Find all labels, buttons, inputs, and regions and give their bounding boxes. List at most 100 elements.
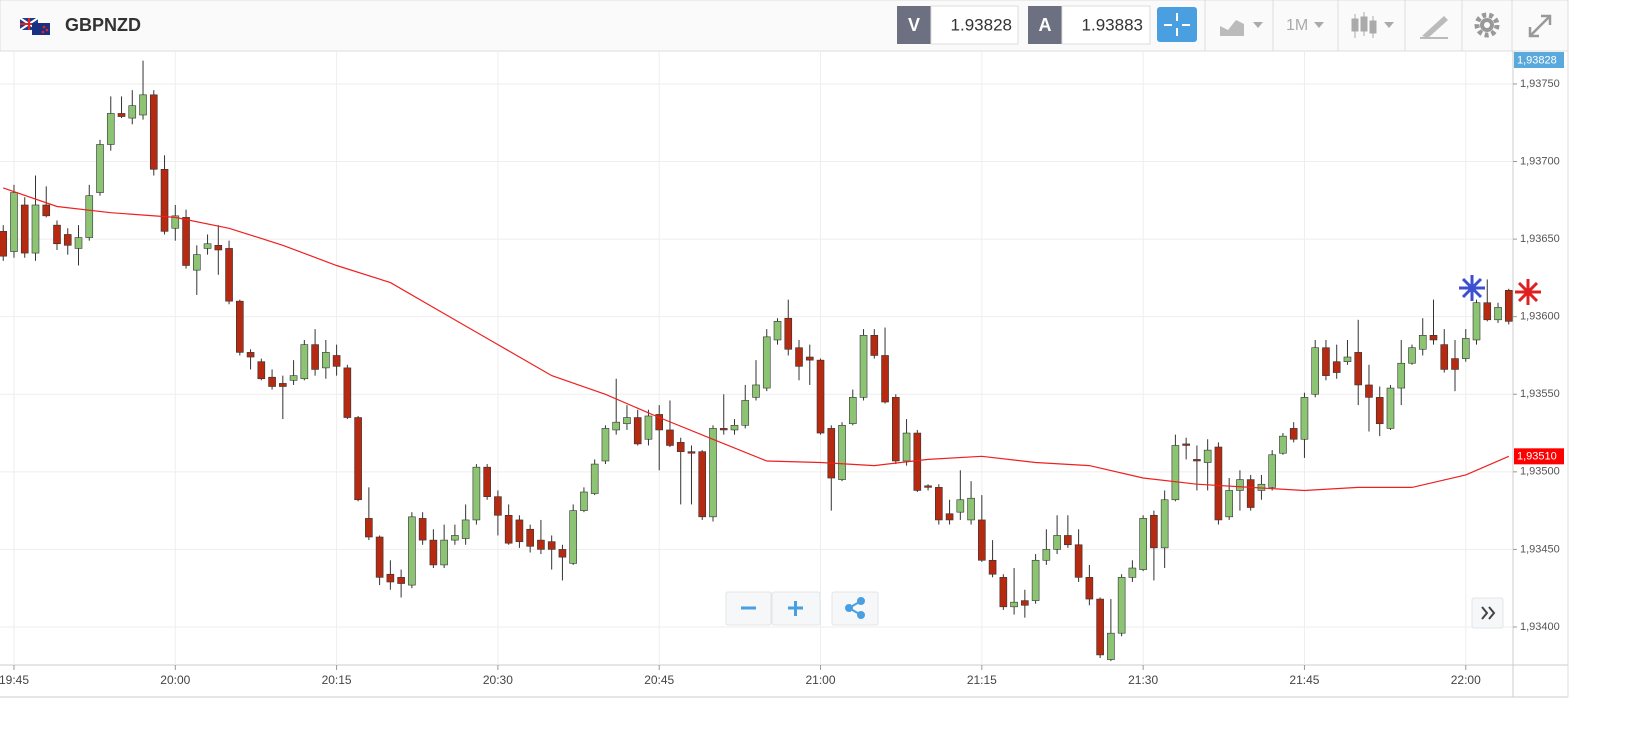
x-tick-label: 20:15 (322, 673, 352, 687)
candle-body (354, 417, 362, 501)
bid-price: 1.93828 (951, 15, 1012, 34)
bid-box[interactable] (930, 5, 1019, 45)
candle-body (1150, 514, 1158, 549)
candle-body (472, 466, 481, 521)
candle-body (827, 428, 836, 479)
x-tick-label: 21:30 (1128, 673, 1158, 687)
candle-body (149, 94, 158, 170)
candle-body (236, 300, 244, 353)
flag (19, 17, 50, 35)
candle-body (31, 204, 40, 254)
bid-tag-box[interactable] (897, 6, 931, 44)
candle-body (1128, 567, 1137, 578)
candle-body (870, 335, 879, 356)
candle-body (526, 528, 534, 547)
candle-body (418, 518, 427, 541)
candle-body (494, 496, 502, 516)
y-tick-label: 1,93450 (1520, 543, 1560, 555)
candle-body (365, 518, 373, 538)
candle-body (988, 559, 997, 575)
candle-body (289, 375, 298, 381)
candle-body (268, 376, 276, 387)
candle-body (580, 491, 588, 511)
candle-body (687, 451, 696, 454)
candle-body (1053, 535, 1061, 550)
signal-marker (1459, 275, 1485, 301)
settings-button[interactable] (1474, 12, 1500, 38)
candle-body (408, 516, 416, 586)
candle-body (515, 519, 524, 542)
y-tick-label: 1,93700 (1520, 155, 1560, 167)
candle-body (160, 168, 169, 232)
candle-body (1451, 358, 1459, 370)
chart-type-button[interactable] (1351, 12, 1394, 38)
candle-body (1268, 454, 1276, 488)
candle-body (96, 144, 104, 193)
candle-body (461, 519, 470, 539)
candle-body (117, 113, 126, 117)
candle-body (1311, 347, 1320, 395)
candle-body (1064, 535, 1072, 546)
candle-body (20, 204, 29, 254)
fullscreen-button[interactable] (1528, 14, 1552, 38)
candle-body (902, 432, 911, 462)
candle-body (429, 539, 438, 566)
ask-tag: A (1039, 15, 1052, 35)
candle-body (311, 344, 319, 370)
candle-body (1139, 518, 1147, 570)
candle-body (322, 352, 330, 369)
y-tick-label: 1,93600 (1520, 311, 1560, 323)
candle-body (63, 234, 72, 246)
candle-body (225, 248, 233, 302)
symbol: GBPNZD (65, 15, 141, 35)
candle-body (978, 519, 986, 561)
draw-button[interactable] (1420, 16, 1448, 39)
candle-body (1408, 347, 1416, 364)
candle-body (343, 367, 352, 418)
share[interactable] (831, 591, 879, 626)
candle-body (805, 356, 814, 361)
candle-body (924, 485, 932, 488)
candle-body (375, 536, 384, 578)
moving-average (3, 187, 1510, 492)
candle-body (246, 352, 255, 358)
interval: 1M (1286, 17, 1308, 34)
candle-body (612, 421, 620, 431)
candle-body (795, 347, 803, 367)
y-tick-label: 1,93750 (1520, 78, 1560, 90)
candle-body (1440, 344, 1449, 370)
candle-body (590, 463, 599, 494)
candle-body (1225, 490, 1233, 518)
indicators-button[interactable] (1220, 20, 1263, 36)
candle-body (504, 514, 513, 544)
candle-body (1010, 601, 1018, 608)
candle-body (719, 428, 728, 431)
candle-body (139, 94, 147, 116)
interval-button[interactable]: 1M (1286, 17, 1324, 34)
y-tick-label: 1,93500 (1520, 466, 1560, 478)
scroll-right[interactable] (1471, 597, 1504, 629)
candle-body (451, 535, 459, 541)
candle-body (386, 573, 395, 583)
toolbar (0, 0, 1569, 52)
candle-body (892, 397, 900, 462)
crosshair-button[interactable] (1157, 7, 1197, 42)
candle-body (1494, 307, 1502, 321)
candle-body (784, 317, 793, 350)
candle-body (1117, 577, 1126, 634)
candle-body (214, 245, 223, 251)
ask-box[interactable] (1061, 5, 1151, 45)
ask-tag-box[interactable] (1028, 6, 1062, 44)
candle-body (1332, 361, 1341, 373)
candle-body (279, 383, 287, 387)
candle-body (945, 513, 954, 521)
candle-body (1279, 435, 1287, 454)
candle-body (730, 424, 739, 431)
candle-body (655, 414, 664, 431)
candle-body (773, 321, 782, 341)
y-tick-label: 1,93400 (1520, 621, 1560, 633)
candle-body (182, 217, 190, 266)
candle-body (547, 541, 556, 550)
x-tick-label: 21:00 (806, 673, 836, 687)
